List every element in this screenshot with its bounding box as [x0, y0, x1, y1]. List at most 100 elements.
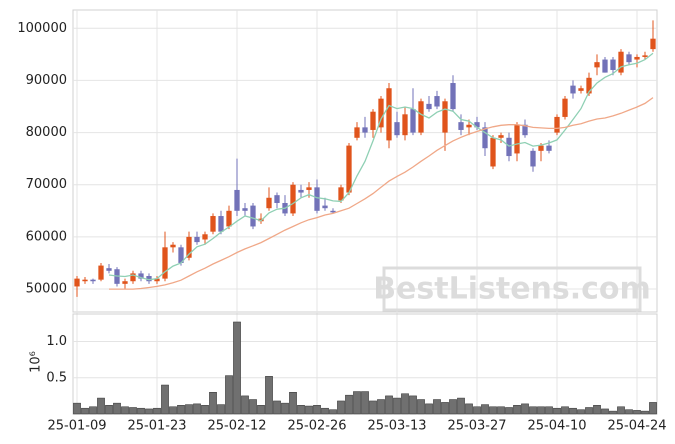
volume-bar [329, 409, 337, 415]
x-tick-label: 25-01-09 [47, 419, 106, 434]
volume-bar [289, 392, 297, 415]
volume-bar [625, 409, 633, 415]
volume-bar [369, 400, 377, 415]
volume-bar [281, 402, 289, 415]
watermark: BestListens.com [373, 272, 651, 307]
volume-bar [553, 407, 561, 415]
volume-bar [433, 399, 441, 415]
volume-bar [465, 403, 473, 415]
candle-body [386, 88, 392, 141]
candle-body [218, 216, 224, 232]
volume-bar [377, 399, 385, 415]
volume-bar [569, 407, 577, 415]
volume-bar [201, 405, 209, 415]
candle-body [402, 114, 408, 136]
volume-bar [441, 402, 449, 415]
candle-body [474, 122, 480, 128]
candle-body [90, 279, 96, 282]
candle-body [490, 137, 496, 167]
volume-bar [305, 405, 313, 415]
candle-body [242, 208, 248, 211]
candle-body [602, 59, 608, 73]
candle-body [370, 111, 376, 130]
y-tick-label: 60000 [26, 229, 67, 244]
y-tick-label: 100000 [17, 21, 67, 36]
x-tick-label: 25-02-26 [287, 419, 346, 434]
volume-bar [321, 407, 329, 415]
volume-bar [545, 406, 553, 415]
candle-body [74, 278, 80, 287]
volume-bar [513, 405, 521, 415]
candle-body [378, 98, 384, 128]
candle-body [538, 145, 544, 151]
candle-body [634, 56, 640, 60]
x-tick-label: 25-04-24 [607, 419, 666, 434]
x-tick-label: 25-02-12 [207, 419, 266, 434]
volume-bar [81, 407, 89, 415]
candle-body [170, 244, 176, 248]
candle-body [570, 85, 576, 94]
candle-body [482, 127, 488, 149]
candle-body [626, 54, 632, 63]
candle-body [250, 205, 256, 227]
candle-body [450, 83, 456, 110]
candle-body [210, 216, 216, 232]
candle-body [186, 236, 192, 258]
watermark-box [382, 266, 642, 312]
volume-bar [313, 405, 321, 415]
volume-bar [297, 405, 305, 415]
candle-body [442, 101, 448, 133]
volume-bar [265, 376, 273, 415]
volume-bar [649, 402, 657, 415]
volume-bar [241, 395, 249, 415]
candle-body [298, 189, 304, 193]
candle-body [130, 273, 136, 282]
volume-bar [137, 407, 145, 415]
candle-body [194, 236, 200, 243]
volume-bar [113, 402, 121, 415]
candle-body [530, 150, 536, 167]
volume-bar [425, 403, 433, 415]
volume-bar [393, 397, 401, 415]
volume-bar [641, 410, 649, 415]
volume-bar [617, 406, 625, 415]
candle-body [138, 273, 144, 279]
volume-bar [537, 406, 545, 415]
volume-bar [105, 405, 113, 415]
volume-bar [177, 405, 185, 415]
volume-bar [257, 405, 265, 415]
candle-body [274, 195, 280, 203]
volume-bar [489, 406, 497, 415]
y-tick-label: 50000 [26, 282, 67, 297]
candle-body [554, 116, 560, 133]
volume-bar [169, 406, 177, 415]
y-tick-label: 1.0 [46, 334, 67, 349]
volume-bar [577, 409, 585, 415]
volume-bar [561, 406, 569, 415]
volume-bar [233, 321, 241, 415]
candle-body [522, 124, 528, 136]
volume-bar [473, 406, 481, 415]
candle-body [322, 205, 328, 209]
plot-frame [72, 9, 658, 313]
candle-body [514, 124, 520, 154]
moving-average-line [108, 52, 654, 281]
candle-body [234, 189, 240, 211]
candle-body [306, 187, 312, 190]
y-axis-label: 10⁶ [29, 351, 44, 373]
candle-body [642, 55, 648, 57]
y-tick-label: 90000 [26, 73, 67, 88]
x-tick-label: 25-03-13 [367, 419, 426, 434]
moving-average-line [109, 97, 654, 290]
candle-body [458, 122, 464, 130]
candle-body [434, 96, 440, 107]
volume-bar [417, 399, 425, 415]
candle-body [146, 276, 152, 282]
candle-body [578, 88, 584, 91]
candle-body [98, 265, 104, 280]
volume-bar [97, 397, 105, 415]
volume-bar [249, 399, 257, 415]
candle-body [562, 98, 568, 117]
